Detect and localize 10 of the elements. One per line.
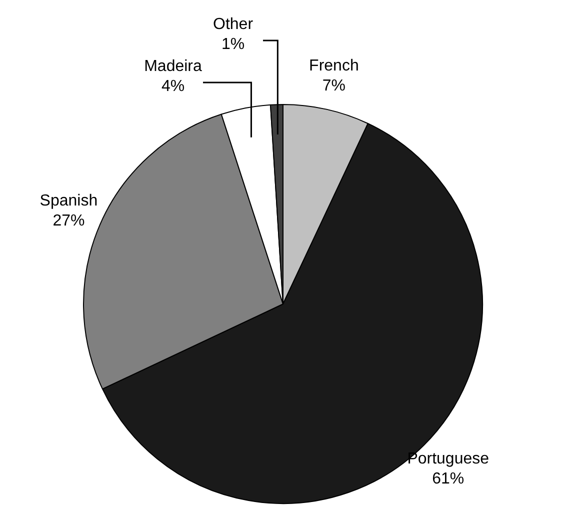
data-label: 61%: [432, 470, 464, 488]
data-label: 1%: [221, 36, 245, 53]
slice-label: French: [309, 58, 359, 75]
slice-label: Madeira: [144, 58, 202, 75]
slice-label: Spanish: [40, 192, 98, 210]
data-label: 27%: [52, 212, 85, 230]
data-label: 4%: [161, 78, 185, 95]
data-label: 7%: [322, 78, 346, 95]
slice-label: Portuguese: [407, 450, 490, 468]
slice-label: Other: [212, 16, 254, 33]
